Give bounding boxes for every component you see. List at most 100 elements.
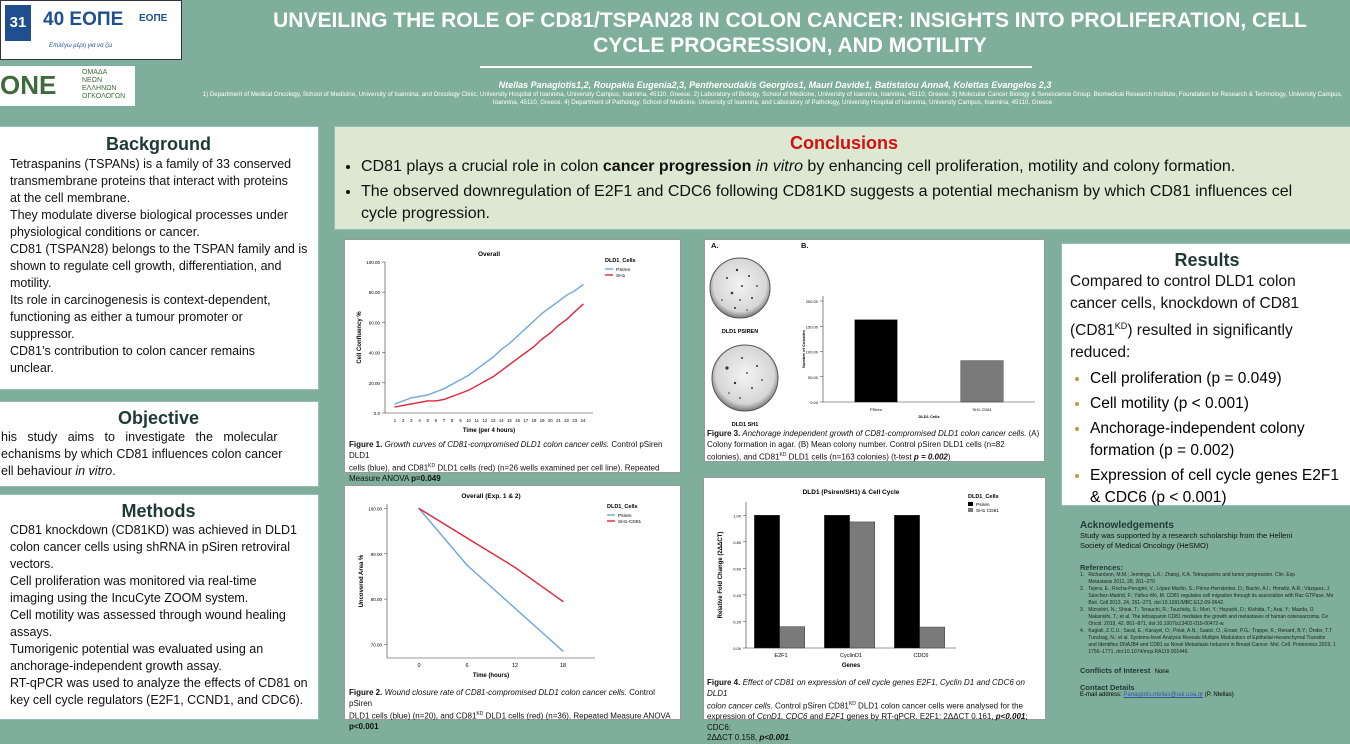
objective-text: his study aims to investigate the molecu… [1, 430, 283, 478]
colonies-psiren [721, 268, 758, 311]
reference-line: Oncol. 2019, 42, 861–871, doi:10.1007/s1… [1080, 621, 1225, 627]
data-point [500, 348, 502, 351]
contact-email-link[interactable]: Panagiotis.ntellas@uoi.uoa.gr [1123, 692, 1204, 698]
y-tick-label: 40.00 [369, 351, 381, 356]
bar-cdc6-sh1 [919, 626, 946, 649]
data-point [565, 318, 568, 321]
background-line: CD81 (TSPAN28) belongs to the TSPAN fami… [10, 242, 308, 256]
data-point [418, 395, 421, 398]
y-tick-label: 0.60 [733, 566, 742, 571]
x-tick-label: 18 [532, 418, 537, 423]
bar-psiren [854, 319, 898, 403]
x-tick-label: 11 [475, 418, 480, 423]
poster-title: UNVEILING THE ROLE OF CD81/TSPAN28 IN CO… [273, 9, 1307, 57]
references-heading: References: [1080, 563, 1123, 572]
x-tick-label: 18 [560, 663, 566, 669]
acknowledgements-text: Study was supported by a research schola… [1080, 531, 1293, 550]
data-point [508, 363, 511, 366]
figure3-panel-b-label: B. [801, 241, 809, 250]
data-point [466, 564, 468, 566]
y-axis-label: Cell Confluency % [357, 311, 363, 364]
data-point [574, 289, 576, 292]
bar-cyclind1-sh1 [849, 521, 876, 649]
data-point [435, 391, 437, 393]
y-tick-label: 70.00 [371, 642, 383, 647]
objective-panel: Objective his study aims to investigate … [0, 401, 319, 487]
methods-line: RT-qPCR was used to analyze the effects … [10, 676, 308, 690]
data-point [435, 400, 437, 402]
bar-cdc6-psiren [894, 515, 920, 649]
data-point [459, 392, 462, 395]
data-point [557, 300, 560, 302]
background-line: at the cell membrane. [10, 191, 131, 205]
bar-e2f1-psiren [754, 515, 780, 649]
x-axis-label: Time (hours) [473, 673, 509, 679]
legend-label: PSiren [616, 267, 631, 273]
y-tick-label: 60.00 [369, 320, 381, 325]
chart-title: DLD1 (Psiren/SH1) & Cell Cycle [803, 489, 900, 496]
x-tick-label: SH1-CD81 [972, 407, 992, 412]
y-tick-label: 200.00 [806, 299, 819, 304]
legend-swatch [968, 508, 973, 512]
figure4-panel: DLD1 (Psiren/SH1) & Cell Cycle 0.00 0.20 0.… [703, 477, 1046, 742]
methods-panel: Methods CD81 knockdown (CD81KD) was achi… [0, 494, 319, 720]
x-tick-label: 19 [540, 418, 545, 423]
y-tick-label: 100.00 [806, 350, 819, 355]
data-point [541, 312, 543, 315]
methods-line: assays. [10, 625, 53, 639]
data-point [443, 388, 445, 390]
data-point [492, 356, 494, 358]
x-tick-label: 12 [483, 418, 488, 423]
data-point [426, 394, 429, 396]
data-point [549, 306, 552, 308]
methods-text: CD81 knockdown (CD81KD) was achieved in … [0, 522, 318, 709]
objective-heading: Objective [117, 408, 200, 428]
methods-line: colon cancer cells using shRNA in pSiren… [10, 540, 290, 554]
one-logo-text: ΟΝΕ [0, 70, 57, 100]
background-text: Tetraspanins (TSPANs) is a family of 33 … [0, 156, 318, 377]
data-point [484, 362, 486, 364]
legend-title: DLD1_Cells [968, 494, 999, 500]
acknowledgements-heading: Acknowledgements [1080, 520, 1174, 531]
legend-label: Psiren [618, 513, 632, 519]
x-tick-label: CyclinD1 [840, 653, 862, 659]
x-axis-label: DLD1 Cells [918, 414, 940, 419]
y-tick-label: 100.00 [368, 507, 382, 512]
data-point [492, 376, 494, 378]
data-point [459, 379, 462, 381]
conclusions-panel: Conclusions CD81 plays a crucial role in… [334, 126, 1350, 230]
methods-heading: Methods [121, 501, 196, 521]
background-line: CD81’s contribution to colon cancer rema… [10, 344, 256, 358]
data-point [541, 338, 543, 340]
data-point [557, 324, 560, 327]
result-item: Cell motility (p < 0.001) [1090, 393, 1350, 415]
results-heading: Results [1174, 250, 1240, 270]
data-point [484, 380, 486, 382]
x-tick-label: 14 [499, 418, 504, 423]
congress-logo-text: 40 ΕΟΠΕ [43, 9, 124, 30]
figure1-caption: Figure 1. Growth curves of CD81-compromi… [349, 440, 663, 484]
methods-line: Cell proliferation was monitored via rea… [10, 574, 257, 588]
data-point [533, 320, 535, 322]
conflicts: Conflicts of Interest None [1080, 666, 1169, 675]
contact-line: E-mail address: Panagiotis.ntellas@uoi.u… [1080, 692, 1234, 698]
results-panel: Results Compared to control DLD1 colon c… [1061, 243, 1350, 506]
data-point [402, 400, 404, 402]
legend-title: DLD1_Cells [607, 504, 638, 510]
reference-line: 2. Tejera, E.; Rocha-Perugini, V.; López… [1080, 586, 1331, 592]
data-point [476, 368, 478, 370]
y-axis-label: Number of Colonies [801, 329, 806, 368]
colony-number-chart: 0.00 50.00 100.00 150.00 200.00 PSiren SH1-CD8… [801, 296, 1035, 419]
data-point [467, 389, 470, 392]
chart-title: Overall [478, 251, 500, 258]
congress-logo: 31 40 ΕΟΠΕ Επιλέγω μέρη για να ζω ΕΟΠΕ [0, 0, 182, 60]
results-list: Cell proliferation (p = 0.049) Cell motil… [1062, 368, 1350, 509]
x-tick-label: 3 [410, 418, 413, 423]
data-point [451, 395, 453, 398]
reference-line: 1756–1771, doi:10.1074/mcp.RA119.001446. [1080, 649, 1189, 655]
x-tick-label: 21 [556, 418, 561, 423]
y-tick-label: 0.0 [374, 411, 381, 416]
x-tick-label: 15 [507, 418, 512, 423]
y-tick-label: 100.00 [366, 260, 380, 265]
references-list: 1. Richardson, M.M.; Jennings, L.K.; Zha… [1080, 572, 1350, 656]
